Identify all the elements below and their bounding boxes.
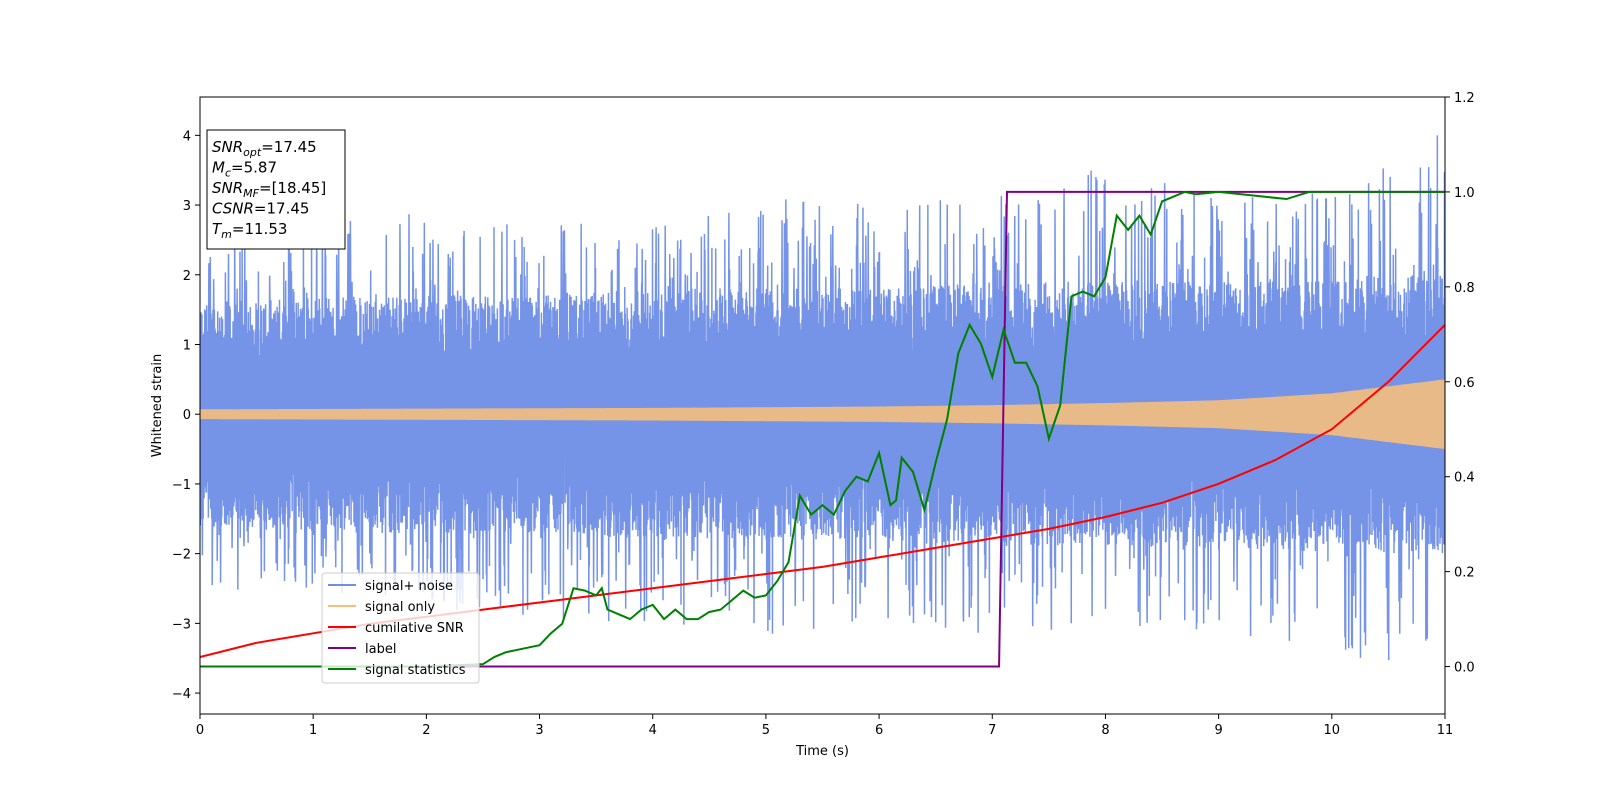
x-tick-label: 3 xyxy=(535,723,543,738)
y-right-tick-label: 1.0 xyxy=(1454,186,1475,201)
annotation-symbol: T xyxy=(212,220,223,238)
y-right-tick-label: 1.2 xyxy=(1454,91,1475,106)
annotation-value: =17.45 xyxy=(261,138,317,156)
axes-layer: 0 1 2 3 4 5 6 7 8 9 10 11 −4 −3 −2 −1 0 1 2 3 4 0.0 0.2 0.4 0.6 0… xyxy=(172,91,1475,738)
x-tick-label: 5 xyxy=(762,723,770,738)
y-tick-label: −1 xyxy=(172,478,191,493)
legend-label: signal+ noise xyxy=(365,579,453,594)
y-tick-label: −3 xyxy=(172,617,191,632)
annotation-line: CSNR=17.45 xyxy=(212,200,309,218)
series-signal-only xyxy=(200,379,1445,450)
y-axis-label: Whitened strain xyxy=(150,354,165,457)
annotation-value: =11.53 xyxy=(232,220,288,238)
annotation-line: Tm=11.53 xyxy=(212,220,287,241)
series-signal-noise xyxy=(200,135,1445,661)
x-tick-label: 11 xyxy=(1437,723,1454,738)
x-tick-label: 0 xyxy=(196,723,204,738)
x-tick-label: 4 xyxy=(649,723,657,738)
y-right-tick-label: 0.2 xyxy=(1454,566,1475,581)
annotation-frame xyxy=(206,129,346,250)
x-tick-label: 6 xyxy=(875,723,883,738)
x-tick-label: 10 xyxy=(1324,723,1341,738)
annotation-line: Mc=5.87 xyxy=(212,159,277,180)
annotation-symbol: SNR xyxy=(212,138,243,156)
annotation-subscript: c xyxy=(225,167,231,180)
annotation-symbol: SNR xyxy=(212,179,243,197)
annotation-value: =5.87 xyxy=(231,159,277,177)
x-tick-label: 7 xyxy=(988,723,996,738)
y-tick-label: −4 xyxy=(172,687,191,702)
annotation-symbol: CSNR xyxy=(212,200,254,218)
y-right-tick-label: 0.4 xyxy=(1454,471,1475,486)
legend-label: signal only xyxy=(365,600,435,615)
y-tick-label: 4 xyxy=(183,129,191,144)
stats-annotation-box: SNRopt=17.45Mc=5.87SNRMF=[18.45]CSNR=17.… xyxy=(206,129,346,250)
plot-frame xyxy=(199,96,1446,715)
y-right-tick-label: 0.6 xyxy=(1454,376,1475,391)
legend-label: label xyxy=(365,642,396,657)
y-right-tick-label: 0.0 xyxy=(1454,661,1475,676)
annotation-subscript: MF xyxy=(243,187,259,200)
annotation-subscript: opt xyxy=(243,146,262,159)
legend-frame xyxy=(321,572,480,684)
annotation-subscript: m xyxy=(221,228,232,241)
y-tick-label: 3 xyxy=(183,199,191,214)
legend: signal+ noise signal only cumilative SNR la… xyxy=(321,572,480,684)
annotation-value: =17.45 xyxy=(254,200,310,218)
x-tick-label: 1 xyxy=(309,723,317,738)
y-tick-label: 1 xyxy=(183,338,191,353)
x-tick-label: 9 xyxy=(1214,723,1222,738)
y-tick-label: −2 xyxy=(172,548,191,563)
legend-label: signal statistics xyxy=(365,663,466,678)
annotation-line: SNRopt=17.45 xyxy=(212,138,317,159)
x-axis-label: Time (s) xyxy=(795,744,849,759)
series-signal-statistics xyxy=(200,190,1445,668)
annotation-line: SNRMF=[18.45] xyxy=(212,179,326,200)
y-right-tick-label: 0.8 xyxy=(1454,281,1475,296)
annotation-value: =[18.45] xyxy=(259,179,326,197)
legend-label: cumilative SNR xyxy=(365,621,464,636)
annotation-symbol: M xyxy=(212,159,225,177)
x-tick-label: 8 xyxy=(1101,723,1109,738)
y-tick-label: 2 xyxy=(183,269,191,284)
x-tick-label: 2 xyxy=(422,723,430,738)
y-tick-label: 0 xyxy=(183,408,191,423)
